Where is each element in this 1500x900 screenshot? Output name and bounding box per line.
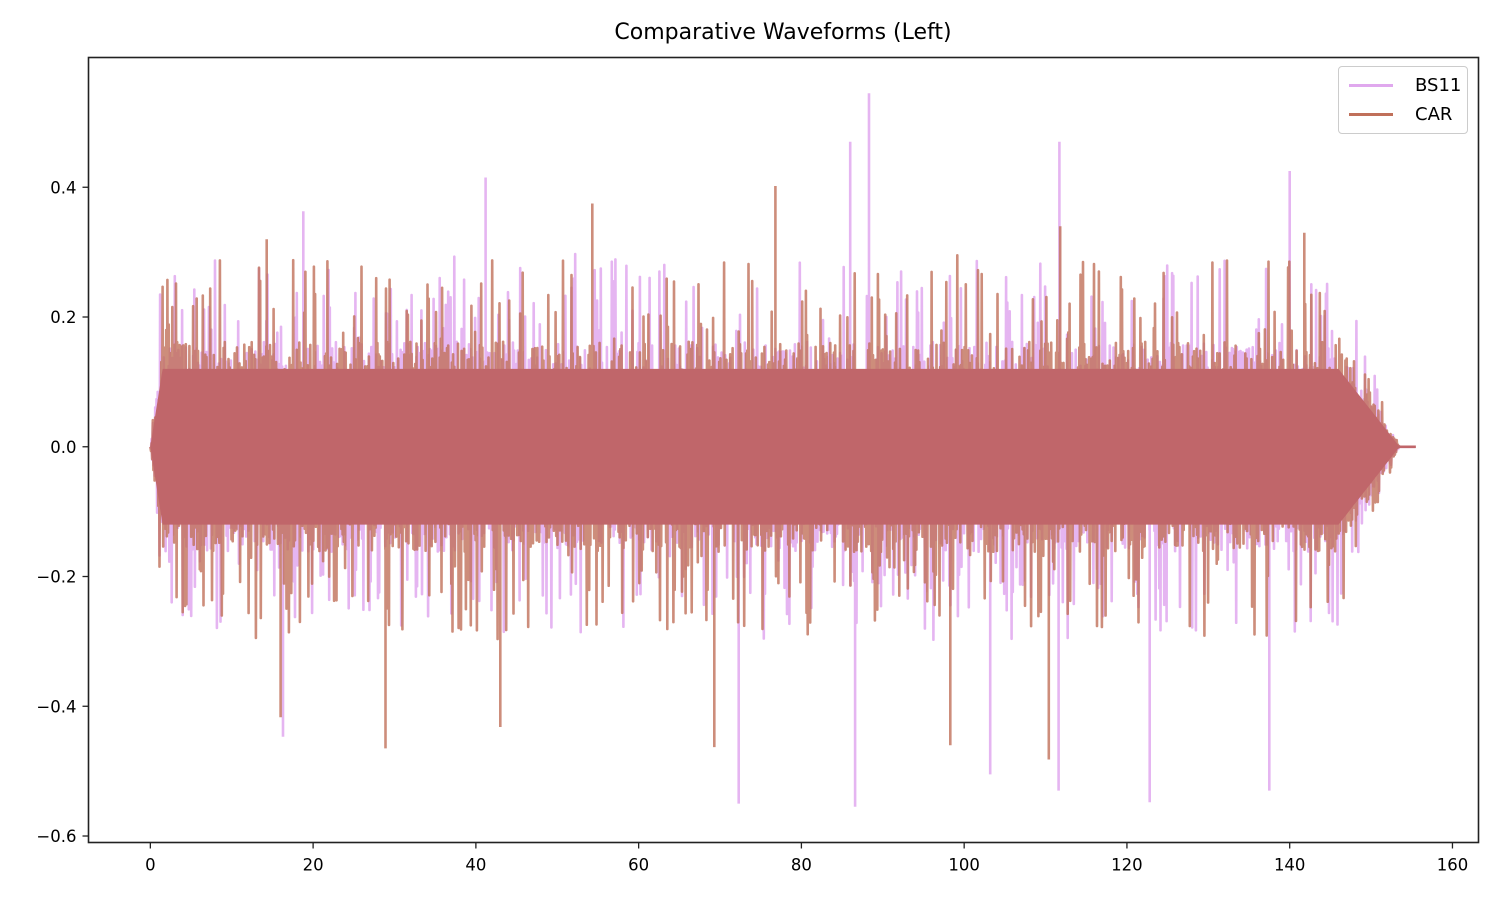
legend-label-car: CAR (1415, 103, 1453, 125)
x-axis: 0 20 40 60 80 100 120 140 160 (145, 842, 1469, 875)
x-tick-label: 100 (948, 856, 980, 875)
x-tick-label: 120 (1111, 856, 1143, 875)
axes-frame (87, 56, 1480, 844)
waveform-lines (149, 93, 1417, 807)
legend: BS11 CAR (1338, 66, 1468, 134)
x-tick-label: 140 (1274, 856, 1306, 875)
x-tick-label: 40 (465, 856, 486, 875)
y-tick-label: −0.4 (36, 697, 76, 716)
x-tick-label: 60 (628, 856, 649, 875)
x-tick-label: 20 (303, 856, 324, 875)
x-tick-label: 160 (1437, 856, 1469, 875)
y-tick-label: 0.4 (50, 178, 76, 197)
legend-swatch-bs11 (1349, 83, 1393, 87)
y-tick-label: 0.0 (50, 438, 76, 457)
x-tick-label: 0 (145, 856, 156, 875)
waveform-overlap-core (150, 368, 1416, 525)
legend-label-bs11: BS11 (1415, 74, 1462, 96)
y-tick-label: 0.2 (50, 308, 76, 327)
legend-item-car: CAR (1349, 102, 1452, 126)
chart-title: Comparative Waveforms (Left) (614, 20, 952, 45)
y-tick-label: −0.2 (36, 568, 76, 587)
y-axis: 0.4 0.2 0.0 −0.2 −0.4 −0.6 (36, 178, 89, 846)
legend-swatch-car (1349, 112, 1393, 116)
legend-item-bs11: BS11 (1349, 73, 1461, 97)
x-tick-label: 80 (791, 856, 812, 875)
y-tick-label: −0.6 (36, 827, 76, 846)
